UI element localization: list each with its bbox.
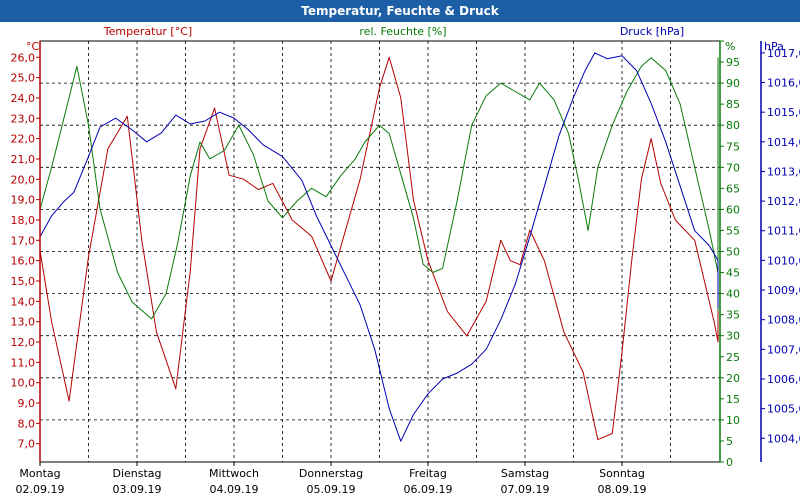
humidity-tick-label: 70 xyxy=(726,161,740,174)
temp-axis: 7,0 8,0 9,0 10,0 11,0 12,0 13,0 14,0 15,0 16,0 17,… xyxy=(11,41,41,462)
pressure-axis: 1004,000 1005,000 1006,000 1007,000 1008,000… xyxy=(760,41,800,462)
pressure-tick-label: 1015,000 xyxy=(767,106,800,119)
humidity-tick-label: 85 xyxy=(726,98,740,111)
humidity-tick-label: 50 xyxy=(726,246,740,259)
day-date-label: 05.09.19 xyxy=(307,483,356,496)
day-date-label: 02.09.19 xyxy=(16,483,65,496)
temp-unit: °C xyxy=(26,40,40,53)
humidity-tick-label: 40 xyxy=(726,288,740,301)
pressure-unit: hPa xyxy=(764,40,784,53)
day-name-label: Sonntag xyxy=(599,467,645,480)
pressure-tick-label: 1010,000 xyxy=(767,254,800,267)
temp-tick-label: 23,0 xyxy=(11,112,36,125)
day-date-label: 06.09.19 xyxy=(404,483,453,496)
temp-tick-label: 19,0 xyxy=(11,194,36,207)
window-title: Temperatur, Feuchte & Druck xyxy=(0,0,800,22)
temp-tick-label: 7,0 xyxy=(18,438,36,451)
humidity-tick-label: 35 xyxy=(726,309,740,322)
temp-tick-label: 10,0 xyxy=(11,377,36,390)
humidity-axis: 0 5 10 15 20 25 30 35 40 45 50 55 60 65 70 75 80 85 90 95 xyxy=(719,40,740,469)
pressure-tick-label: 1008,000 xyxy=(767,314,800,327)
temp-tick-label: 22,0 xyxy=(11,133,36,146)
temp-tick-label: 18,0 xyxy=(11,214,36,227)
temp-tick-label: 12,0 xyxy=(11,336,36,349)
temp-tick-label: 24,0 xyxy=(11,92,36,105)
temp-tick-label: 14,0 xyxy=(11,295,36,308)
temp-tick-label: 20,0 xyxy=(11,173,36,186)
temp-tick-label: 13,0 xyxy=(11,316,36,329)
humidity-series-line xyxy=(39,57,719,320)
humidity-tick-label: 65 xyxy=(726,182,740,195)
humidity-tick-label: 90 xyxy=(726,77,740,90)
chart-series xyxy=(39,52,719,442)
pressure-tick-label: 1009,000 xyxy=(767,284,800,297)
temp-tick-label: 25,0 xyxy=(11,72,36,85)
humidity-tick-label: 75 xyxy=(726,140,740,153)
day-name-label: Mittwoch xyxy=(209,467,259,480)
day-name-label: Samstag xyxy=(501,467,549,480)
pressure-tick-label: 1016,000 xyxy=(767,77,800,90)
day-date-label: 08.09.19 xyxy=(598,483,647,496)
pressure-tick-label: 1014,000 xyxy=(767,136,800,149)
humidity-tick-label: 5 xyxy=(726,435,733,448)
humidity-tick-label: 80 xyxy=(726,119,740,132)
day-name-label: Freitag xyxy=(409,467,447,480)
pressure-tick-label: 1007,000 xyxy=(767,343,800,356)
day-date-label: 03.09.19 xyxy=(113,483,162,496)
day-name-label: Dienstag xyxy=(112,467,161,480)
humidity-tick-label: 10 xyxy=(726,414,740,427)
temp-tick-label: 21,0 xyxy=(11,153,36,166)
chart-grid xyxy=(40,41,720,462)
temp-tick-label: 15,0 xyxy=(11,275,36,288)
humidity-tick-label: 15 xyxy=(726,393,740,406)
humidity-tick-label: 60 xyxy=(726,203,740,216)
weather-chart: 7,0 8,0 9,0 10,0 11,0 12,0 13,0 14,0 15,0 16,0 17,… xyxy=(11,25,800,496)
pressure-axis-title: Druck [hPa] xyxy=(620,25,684,38)
humidity-tick-label: 45 xyxy=(726,267,740,280)
humidity-tick-label: 20 xyxy=(726,372,740,385)
temp-tick-label: 16,0 xyxy=(11,255,36,268)
day-date-label: 04.09.19 xyxy=(210,483,259,496)
pressure-tick-label: 1006,000 xyxy=(767,373,800,386)
temp-tick-label: 26,0 xyxy=(11,51,36,64)
humidity-tick-label: 30 xyxy=(726,330,740,343)
temp-tick-label: 9,0 xyxy=(18,397,36,410)
pressure-series-line xyxy=(39,52,719,442)
day-date-label: 07.09.19 xyxy=(501,483,550,496)
pressure-tick-label: 1012,000 xyxy=(767,195,800,208)
humidity-tick-label: 25 xyxy=(726,351,740,364)
pressure-tick-label: 1004,000 xyxy=(767,432,800,445)
temperature-series-line xyxy=(39,56,719,441)
humidity-unit: % xyxy=(725,40,735,53)
pressure-tick-label: 1017,000 xyxy=(767,47,800,60)
pressure-tick-label: 1013,000 xyxy=(767,165,800,178)
humidity-tick-label: 55 xyxy=(726,224,740,237)
humidity-axis-title: rel. Feuchte [%] xyxy=(359,25,446,38)
temp-tick-label: 11,0 xyxy=(11,356,36,369)
temp-tick-label: 8,0 xyxy=(18,417,36,430)
day-name-label: Montag xyxy=(19,467,60,480)
x-axis: Montag 02.09.19 Dienstag 03.09.19 Mittwoch 04… xyxy=(16,462,647,496)
temp-tick-label: 17,0 xyxy=(11,234,36,247)
temp-axis-title: Temperatur [°C] xyxy=(103,25,192,38)
day-name-label: Donnerstag xyxy=(299,467,363,480)
humidity-tick-label: 95 xyxy=(726,56,740,69)
pressure-tick-label: 1011,000 xyxy=(767,225,800,238)
pressure-tick-label: 1005,000 xyxy=(767,403,800,416)
humidity-tick-label: 0 xyxy=(726,456,733,469)
